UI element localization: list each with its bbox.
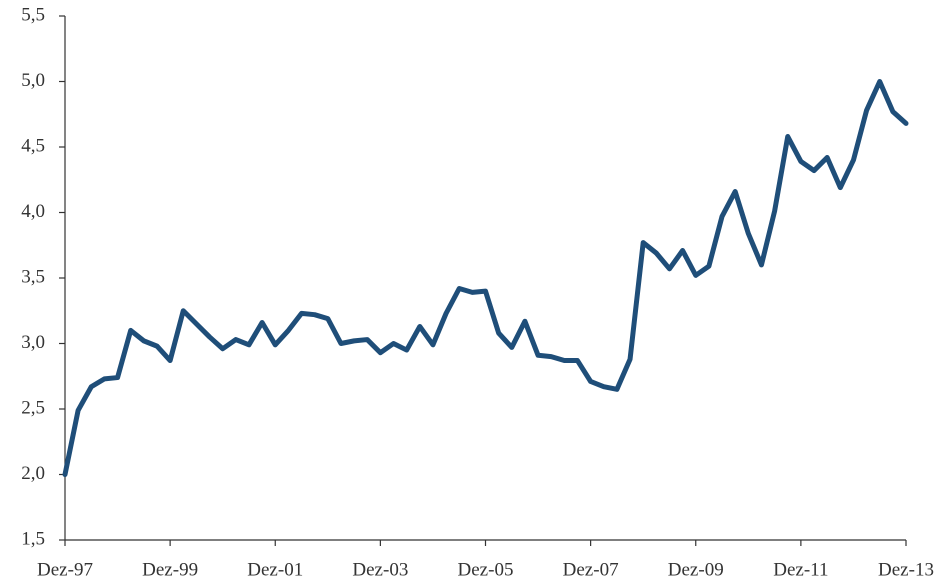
x-tick-label: Dez-07 xyxy=(563,559,619,580)
x-tick-label: Dez-05 xyxy=(458,559,514,580)
y-tick-label: 3,5 xyxy=(21,266,45,287)
y-tick-label: 5,5 xyxy=(21,4,45,25)
y-tick-label: 2,5 xyxy=(21,397,45,418)
x-tick-label: Dez-01 xyxy=(247,559,303,580)
y-tick-label: 2,0 xyxy=(21,463,45,484)
x-tick-label: Dez-09 xyxy=(668,559,724,580)
y-tick-label: 4,5 xyxy=(21,135,45,156)
x-tick-label: Dez-03 xyxy=(352,559,408,580)
y-tick-label: 3,0 xyxy=(21,332,45,353)
y-tick-label: 5,0 xyxy=(21,70,45,91)
y-tick-label: 1,5 xyxy=(21,528,45,549)
x-tick-label: Dez-13 xyxy=(878,559,934,580)
x-tick-label: Dez-99 xyxy=(142,559,198,580)
x-tick-label: Dez-97 xyxy=(37,559,93,580)
x-tick-label: Dez-11 xyxy=(773,559,828,580)
y-tick-label: 4,0 xyxy=(21,201,45,222)
data-line xyxy=(62,79,909,477)
